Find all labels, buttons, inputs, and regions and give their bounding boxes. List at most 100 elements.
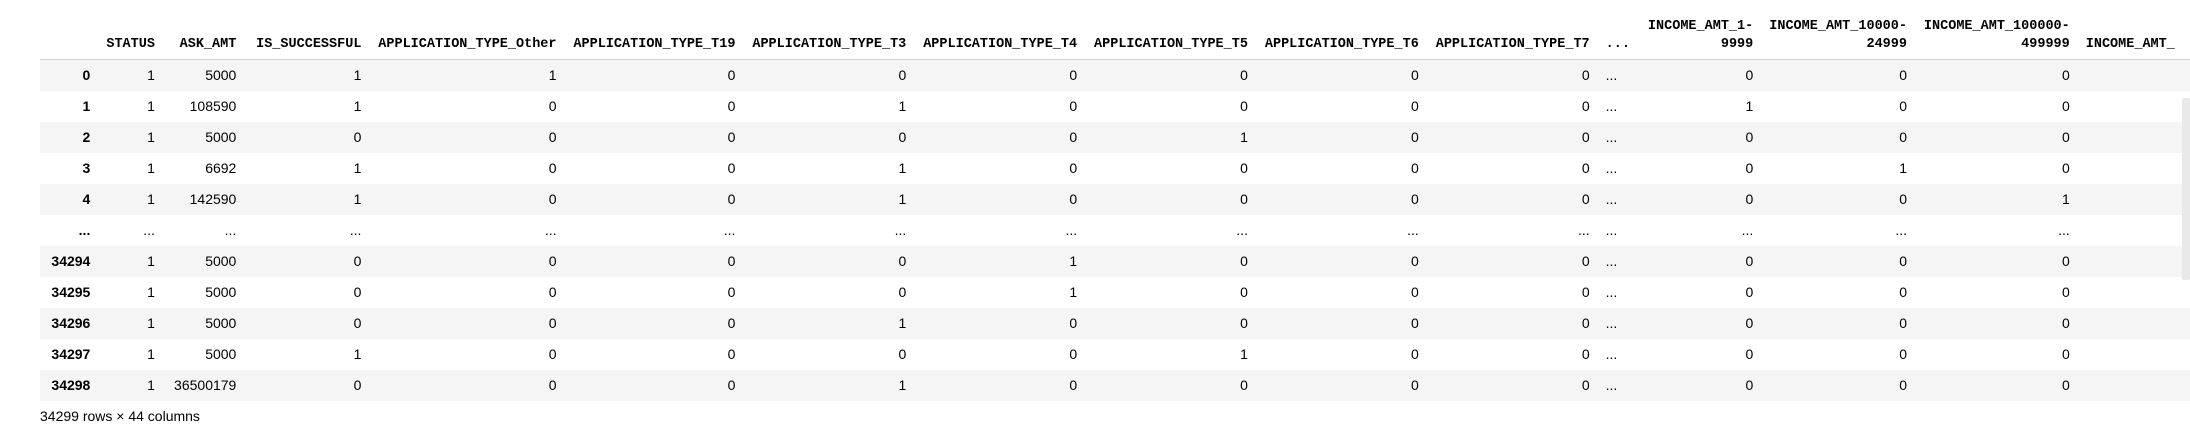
table-cell: 1	[898, 315, 907, 331]
table-cell: 0	[2061, 377, 2070, 393]
table-cell: 5000	[205, 253, 237, 269]
table-cell: 1	[147, 160, 155, 176]
row-count-summary: 34299 rows × 44 columns	[40, 408, 200, 424]
row-index: 34296	[51, 315, 91, 331]
table-cell: 0	[1899, 129, 1907, 145]
table-cell: 0	[548, 160, 557, 176]
table-cell: ...	[143, 222, 155, 238]
ellipsis-cell: ...	[1605, 346, 1618, 362]
table-cell: 0	[1069, 160, 1078, 176]
table-cell: 0	[1899, 253, 1907, 269]
table-cell: 0	[1581, 284, 1590, 300]
column-header: APPLICATION_TYPE_Other	[369, 14, 565, 60]
row-index: 34294	[51, 253, 91, 269]
table-cell: 0	[1745, 129, 1754, 145]
table-cell: ...	[1236, 222, 1248, 238]
table-cell: 0	[1745, 67, 1754, 83]
table-cell: ...	[2058, 222, 2070, 238]
table-cell: 0	[1899, 284, 1907, 300]
table-cell: 5000	[205, 346, 237, 362]
table-cell: 0	[1745, 284, 1754, 300]
dataframe-output: STATUS ASK_AMT IS_SUCCESSFUL APPLICATION…	[40, 14, 2190, 401]
table-cell: 0	[1581, 253, 1590, 269]
table-cell: 0	[1411, 315, 1419, 331]
table-cell: 0	[1411, 129, 1419, 145]
table-row: 0 1 5000 1 1 0 0 0 0 0 0... 0 0 0	[40, 59, 2190, 92]
column-header-ellipsis: ...	[1597, 14, 1638, 60]
table-cell: 1	[147, 284, 155, 300]
table-cell	[2078, 308, 2190, 339]
table-cell: 1	[147, 346, 155, 362]
table-cell: 36500179	[174, 377, 237, 393]
table-cell: 0	[1581, 191, 1590, 207]
table-cell: 5000	[205, 67, 237, 83]
ellipsis-cell: ...	[1605, 315, 1618, 331]
row-index: ...	[78, 222, 91, 238]
table-cell	[2078, 370, 2190, 401]
column-header: APPLICATION_TYPE_T6	[1255, 14, 1427, 60]
table-cell: 0	[1069, 98, 1078, 114]
table-row: 4 1 142590 1 0 0 1 0 0 0 0... 0 0 1	[40, 184, 2190, 215]
column-header: APPLICATION_TYPE_T7	[1426, 14, 1598, 60]
row-index: 0	[82, 67, 91, 83]
table-cell: ...	[1895, 222, 1907, 238]
table-cell: 108590	[189, 98, 237, 114]
table-cell: 0	[1411, 284, 1419, 300]
table-cell: 0	[898, 67, 907, 83]
table-cell: 0	[1240, 160, 1248, 176]
table-cell: 0	[548, 284, 557, 300]
vertical-scrollbar[interactable]	[2182, 98, 2190, 280]
table-row: 3 1 6692 1 0 0 1 0 0 0 0... 0 1 0	[40, 153, 2190, 184]
ellipsis-cell: ...	[1605, 160, 1618, 176]
table-cell	[2078, 91, 2190, 122]
table-cell: 1	[1745, 98, 1754, 114]
table-cell: 0	[548, 315, 557, 331]
table-cell: 0	[1581, 98, 1590, 114]
table-cell: 0	[1069, 129, 1078, 145]
table-cell: 1	[1240, 346, 1248, 362]
table-row: 34297 1 5000 1 0 0 0 0 1 0 0... 0 0 0	[40, 339, 2190, 370]
table-cell: 0	[2061, 98, 2070, 114]
table-row: 34294 1 5000 0 0 0 0 1 0 0 0... 0 0 0	[40, 246, 2190, 277]
table-cell: 1	[147, 129, 155, 145]
column-header: APPLICATION_TYPE_T5	[1085, 14, 1256, 60]
table-cell: 5000	[205, 315, 237, 331]
table-cell: 0	[1411, 191, 1419, 207]
table-cell	[2078, 153, 2190, 184]
table-cell: 0	[1899, 346, 1907, 362]
table-cell: 0	[2061, 160, 2070, 176]
table-cell: 1	[2061, 191, 2070, 207]
table-cell: ...	[1741, 222, 1754, 238]
table-cell: 0	[1581, 160, 1590, 176]
column-header: INCOME_AMT_100000- 499999	[1914, 14, 2078, 60]
table-cell: 0	[1240, 284, 1248, 300]
table-cell: ...	[894, 222, 907, 238]
table-cell: ...	[544, 222, 557, 238]
table-cell: 5000	[205, 129, 237, 145]
table-cell: 0	[2061, 129, 2070, 145]
table-cell: 1	[898, 160, 907, 176]
table-cell: 0	[548, 98, 557, 114]
table-cell	[2078, 122, 2190, 153]
table-row: 34296 1 5000 0 0 0 1 0 0 0 0... 0 0 0	[40, 308, 2190, 339]
column-header: INCOME_AMT_10000- 24999	[1761, 14, 1915, 60]
column-header-index	[40, 14, 99, 60]
table-cell: 1	[147, 191, 155, 207]
ellipsis-cell: ...	[1605, 377, 1618, 393]
dataframe-table: STATUS ASK_AMT IS_SUCCESSFUL APPLICATION…	[40, 14, 2190, 401]
table-cell	[2078, 60, 2190, 92]
table-cell: ...	[1577, 222, 1590, 238]
table-cell	[2078, 339, 2190, 370]
table-cell: 0	[1581, 377, 1590, 393]
table-cell: 0	[1745, 377, 1754, 393]
table-cell: 0	[2061, 346, 2070, 362]
table-cell: 0	[727, 160, 736, 176]
table-cell: 1	[898, 98, 907, 114]
table-cell: 1	[1069, 253, 1078, 269]
table-cell: 0	[1411, 98, 1419, 114]
table-cell: 0	[1581, 315, 1590, 331]
table-cell: 0	[1411, 253, 1419, 269]
table-cell: 1	[147, 315, 155, 331]
table-cell: 1	[1240, 129, 1248, 145]
column-header: IS_SUCCESSFUL	[244, 14, 370, 60]
